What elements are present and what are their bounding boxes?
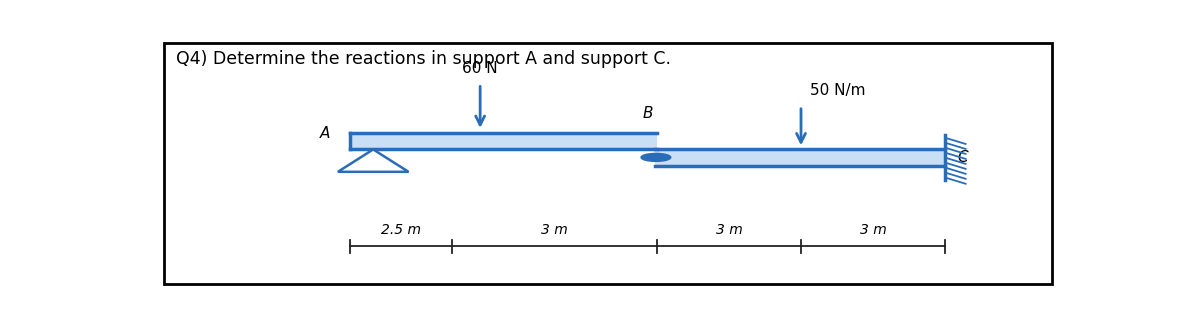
- Bar: [350, 133, 656, 150]
- Text: 50 N/m: 50 N/m: [810, 83, 866, 99]
- Text: A: A: [320, 126, 330, 141]
- Text: 3 m: 3 m: [715, 223, 743, 237]
- Text: Q4) Determine the reactions in support A and support C.: Q4) Determine the reactions in support A…: [176, 50, 671, 68]
- Text: C: C: [958, 150, 968, 165]
- Text: 2.5 m: 2.5 m: [382, 223, 421, 237]
- Text: 60 N: 60 N: [462, 61, 498, 76]
- Bar: [655, 150, 946, 166]
- Polygon shape: [338, 150, 408, 172]
- Text: B: B: [642, 106, 653, 121]
- Text: 3 m: 3 m: [859, 223, 887, 237]
- Text: 3 m: 3 m: [541, 223, 568, 237]
- Circle shape: [641, 153, 671, 162]
- FancyBboxPatch shape: [164, 43, 1052, 284]
